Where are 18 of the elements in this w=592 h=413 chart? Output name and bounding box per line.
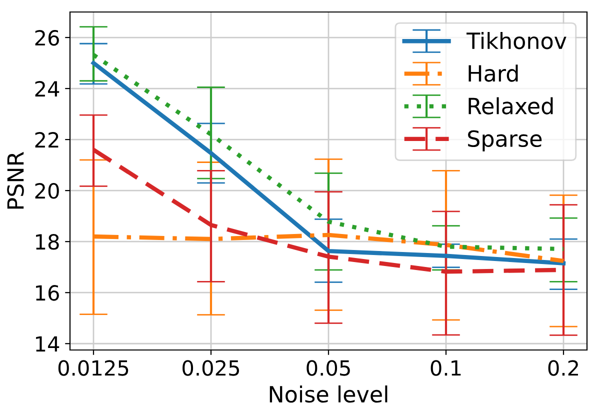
x-tick-label: 0.0125 [58,360,128,376]
y-axis-title: PSNR [7,152,24,209]
x-tick-label: 0.2 [548,360,578,376]
legend-label: Relaxed [468,97,553,114]
legend-label: Hard [468,64,518,82]
x-tick-label: 0.1 [430,360,461,376]
x-tick-label: 0.05 [306,360,350,376]
y-tick-label: 18 [36,234,59,250]
y-tick-label: 16 [36,285,59,301]
x-axis-title: Noise level [270,385,388,403]
y-tick-label: 26 [35,30,59,46]
y-tick-label: 22 [35,132,58,148]
y-tick-label: 24 [35,80,60,96]
legend-label: Sparse [468,130,542,152]
y-tick-label: 20 [35,183,59,199]
y-tick-label: 14 [36,336,60,352]
legend-label: Tikhonov [466,32,566,50]
x-tick-label: 0.025 [182,360,239,376]
